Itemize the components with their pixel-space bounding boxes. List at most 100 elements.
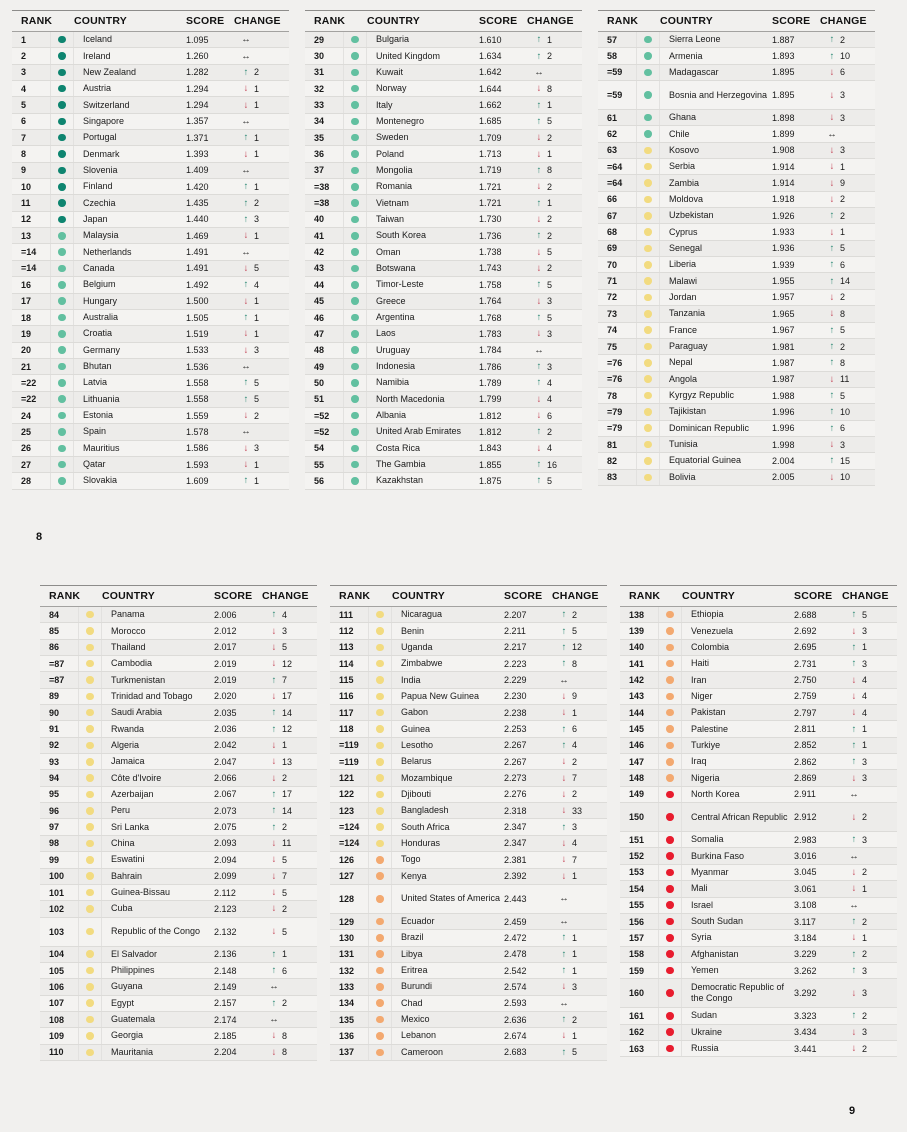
tier-dot-cell (368, 656, 392, 672)
score-value: 3.434 (794, 1027, 817, 1038)
country-name: Spain (83, 426, 107, 437)
arrow-down-icon: ↓ (829, 226, 835, 238)
change-cell: ↑ 2 (550, 1014, 606, 1025)
change-cell: ↓ 4 (840, 691, 896, 702)
country-row: 40 Taiwan 1.730 ↓ 2 (305, 211, 582, 229)
score-value: 1.786 (479, 361, 502, 372)
table-header-row: RANK COUNTRY SCORE CHANGE (305, 10, 582, 32)
change-cell: ↔ (232, 116, 288, 127)
country-name: Bulgaria (376, 34, 410, 45)
score-value: 3.292 (794, 988, 817, 999)
change-value: 2 (840, 341, 846, 352)
low-tier-dot-icon (376, 1032, 384, 1040)
column-header-change: CHANGE (842, 590, 889, 602)
score-value: 1.987 (772, 374, 795, 385)
country-row: 48 Uruguay 1.784 ↔ (305, 342, 582, 359)
arrow-up-icon: ↑ (561, 1014, 567, 1026)
country-name: Bahrain (111, 870, 143, 881)
rank-value: 8 (21, 149, 27, 160)
country-name: Bhutan (83, 361, 112, 372)
rank-value: 159 (629, 965, 645, 976)
rank-value: =22 (21, 394, 37, 405)
change-cell: ↑ 4 (260, 609, 316, 620)
arrow-no-change-icon: ↔ (241, 426, 251, 438)
change-cell: ↓ 6 (525, 410, 581, 421)
arrow-up-icon: ↑ (829, 390, 835, 402)
change-value: 7 (282, 871, 288, 882)
high-tier-dot-icon (58, 362, 66, 371)
tier-dot-cell (78, 946, 102, 962)
arrow-no-change-icon: ↔ (241, 164, 251, 176)
arrow-down-icon: ↓ (561, 707, 567, 719)
score-value: 3.323 (794, 1010, 817, 1021)
score-value: 2.148 (214, 965, 237, 976)
score-value: 1.936 (772, 243, 795, 254)
country-row: 70 Liberia 1.939 ↑ 6 (598, 257, 875, 274)
score-value: 1.371 (186, 132, 209, 143)
country-row: 114 Zimbabwe 2.223 ↑ 8 (330, 656, 607, 673)
rank-value: 144 (629, 707, 645, 718)
high-tier-dot-icon (351, 395, 359, 403)
change-cell: ↑ 1 (232, 312, 288, 323)
change-cell: ↑ 12 (550, 642, 606, 653)
arrow-up-icon: ↑ (851, 723, 857, 735)
score-value: 2.136 (214, 949, 237, 960)
tier-dot-cell (658, 897, 682, 913)
low-tier-dot-icon (666, 692, 674, 701)
change-cell: ↑ 1 (840, 740, 896, 751)
score-value: 1.887 (772, 34, 795, 45)
score-value: 3.184 (794, 932, 817, 943)
change-value: 2 (282, 822, 288, 833)
rank-value: 129 (339, 916, 355, 927)
high-tier-dot-icon (644, 52, 652, 60)
change-value: 4 (547, 394, 553, 405)
medium-tier-dot-icon (86, 856, 94, 864)
country-name: Sudan (691, 1010, 718, 1021)
arrow-up-icon: ↑ (536, 99, 542, 111)
arrow-down-icon: ↓ (829, 89, 835, 101)
arrow-up-icon: ↑ (536, 377, 542, 389)
country-name: Senegal (669, 242, 703, 253)
tier-dot-cell (658, 705, 682, 721)
rank-value: 97 (49, 822, 60, 833)
rank-value: 116 (339, 691, 354, 702)
change-cell: ↓ 1 (232, 230, 288, 241)
score-value: 1.519 (186, 328, 209, 339)
score-value: 2.207 (504, 609, 527, 620)
score-value: 2.229 (504, 675, 527, 686)
change-cell: ↑ 16 (525, 459, 581, 470)
change-value: 1 (547, 149, 553, 160)
change-cell: ↑ 1 (525, 34, 581, 45)
medium-tier-dot-icon (86, 872, 94, 880)
change-value: 17 (282, 691, 293, 702)
arrow-up-icon: ↑ (829, 242, 835, 254)
change-cell: ↑ 3 (840, 834, 896, 845)
tier-dot-cell (636, 175, 660, 191)
high-tier-dot-icon (58, 379, 66, 387)
change-cell: ↓ 4 (840, 675, 896, 686)
change-cell: ↔ (840, 851, 896, 862)
change-cell: ↑ 1 (525, 100, 581, 111)
score-value: 3.441 (794, 1043, 817, 1054)
rank-value: 2 (21, 51, 27, 62)
rank-value: 3 (21, 67, 27, 78)
change-value: 2 (862, 1043, 868, 1054)
change-value: 2 (547, 51, 553, 62)
country-row: 118 Guinea 2.253 ↑ 6 (330, 721, 607, 738)
change-cell: ↓ 1 (232, 149, 288, 160)
tier-dot-cell (658, 832, 682, 848)
change-cell: ↓ 2 (550, 756, 606, 767)
tier-dot-cell (658, 962, 682, 979)
rank-value: 113 (339, 642, 354, 653)
rank-value: =14 (21, 247, 37, 258)
change-value: 1 (862, 740, 868, 751)
country-row: 74 France 1.967 ↑ 5 (598, 322, 875, 339)
country-name: Mexico (401, 1014, 430, 1025)
rank-value: 118 (339, 724, 354, 735)
country-name: Indonesia (376, 361, 416, 372)
country-name: Argentina (376, 312, 415, 323)
arrow-down-icon: ↓ (243, 459, 249, 471)
tier-dot-cell (343, 424, 367, 440)
arrow-down-icon: ↓ (271, 1030, 277, 1042)
arrow-down-icon: ↓ (851, 772, 857, 784)
